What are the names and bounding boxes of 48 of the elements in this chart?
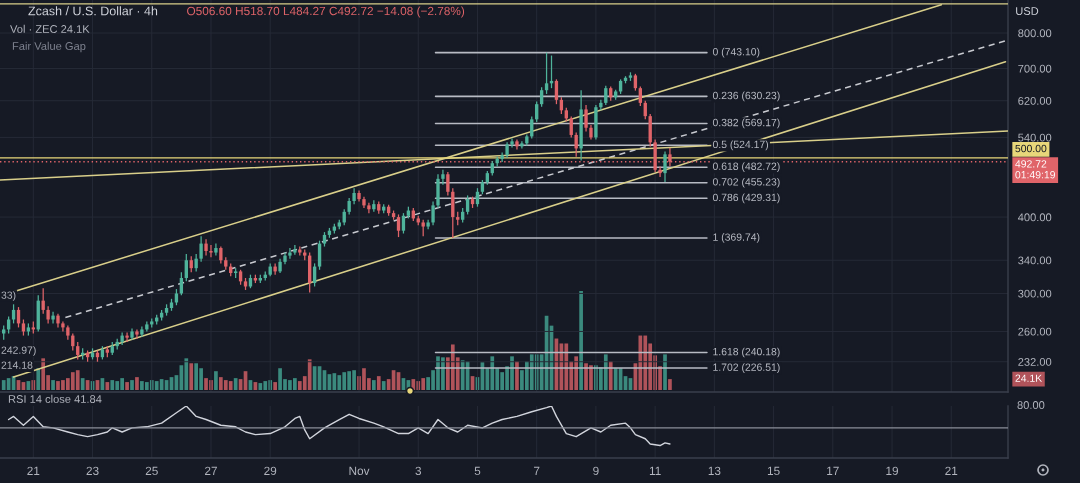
y-axis-title: USD [1016, 7, 1039, 15]
series-label: 0.618 (482.72) [712, 162, 780, 173]
series-label: 0.382 (569.17) [712, 118, 780, 129]
x-tick-label: 7 [534, 466, 540, 475]
annotation: 214.18 [1, 361, 33, 369]
text: 80.00 [1017, 401, 1045, 409]
x-tick-label: 27 [205, 466, 217, 475]
x-tick-label: 3 [415, 466, 422, 475]
series-label: 1.618 (240.18) [713, 347, 780, 358]
y-tick-label: 540.00 [1018, 133, 1052, 142]
chart-title: Vol · ZEC 24.1K [10, 24, 90, 33]
series-label: 0.786 (429.31) [712, 193, 780, 204]
series-label: 1 (369.74) [713, 233, 760, 243]
x-tick-label: 11 [649, 466, 661, 475]
y-tick-label: 260.00 [1018, 327, 1052, 336]
x-tick-label: 17 [827, 466, 839, 475]
series-label: 0 (743.10) [712, 47, 760, 58]
y-tick-label: 340.00 [1018, 256, 1052, 265]
series-label: 0.5 (524.17) [712, 140, 769, 151]
series-label: 0.702 (455.23) [712, 177, 780, 188]
x-tick-label: 19 [886, 466, 899, 475]
ref-line-label: 492.72 01:49:19 [1015, 160, 1055, 179]
ref-line-label: 500.00 [1015, 144, 1047, 153]
y-tick-label: 400.00 [1017, 213, 1052, 222]
x-tick-label: 25 [145, 466, 158, 475]
x-tick-label: 21 [945, 466, 958, 475]
x-tick-label: Nov [349, 466, 370, 475]
x-tick-label: 5 [474, 466, 481, 475]
y-tick-label: 620.00 [1018, 96, 1052, 105]
x-tick-label: 23 [86, 466, 99, 475]
y-tick-label: 232.00 [1018, 357, 1052, 366]
series-label: 0.236 (630.23) [712, 91, 780, 102]
x-tick-label: 13 [708, 466, 721, 475]
x-tick-label: 15 [767, 466, 780, 475]
text: 24.1K [1015, 374, 1043, 382]
annotation: O506.60 H518.70 L484.27 C492.72 −14.08 (−2.78%) [187, 6, 465, 18]
x-tick-label: 29 [264, 466, 277, 475]
annotation: Fair Value Gap [12, 41, 86, 53]
chart-title: RSI 14 close 41.84 [8, 394, 102, 403]
annotation: 242.97) [1, 346, 36, 356]
y-tick-label: 700.00 [1018, 64, 1052, 73]
annotation: 33) [1, 291, 16, 301]
x-tick-label: 21 [27, 466, 40, 475]
y-tick-label: 300.00 [1018, 289, 1052, 298]
chart-title: Zcash / U.S. Dollar · 4h [28, 6, 158, 16]
series-label: 1.702 (226.51) [713, 363, 780, 373]
x-tick-label: 9 [593, 466, 599, 475]
y-tick-label: 800.00 [1018, 29, 1052, 38]
